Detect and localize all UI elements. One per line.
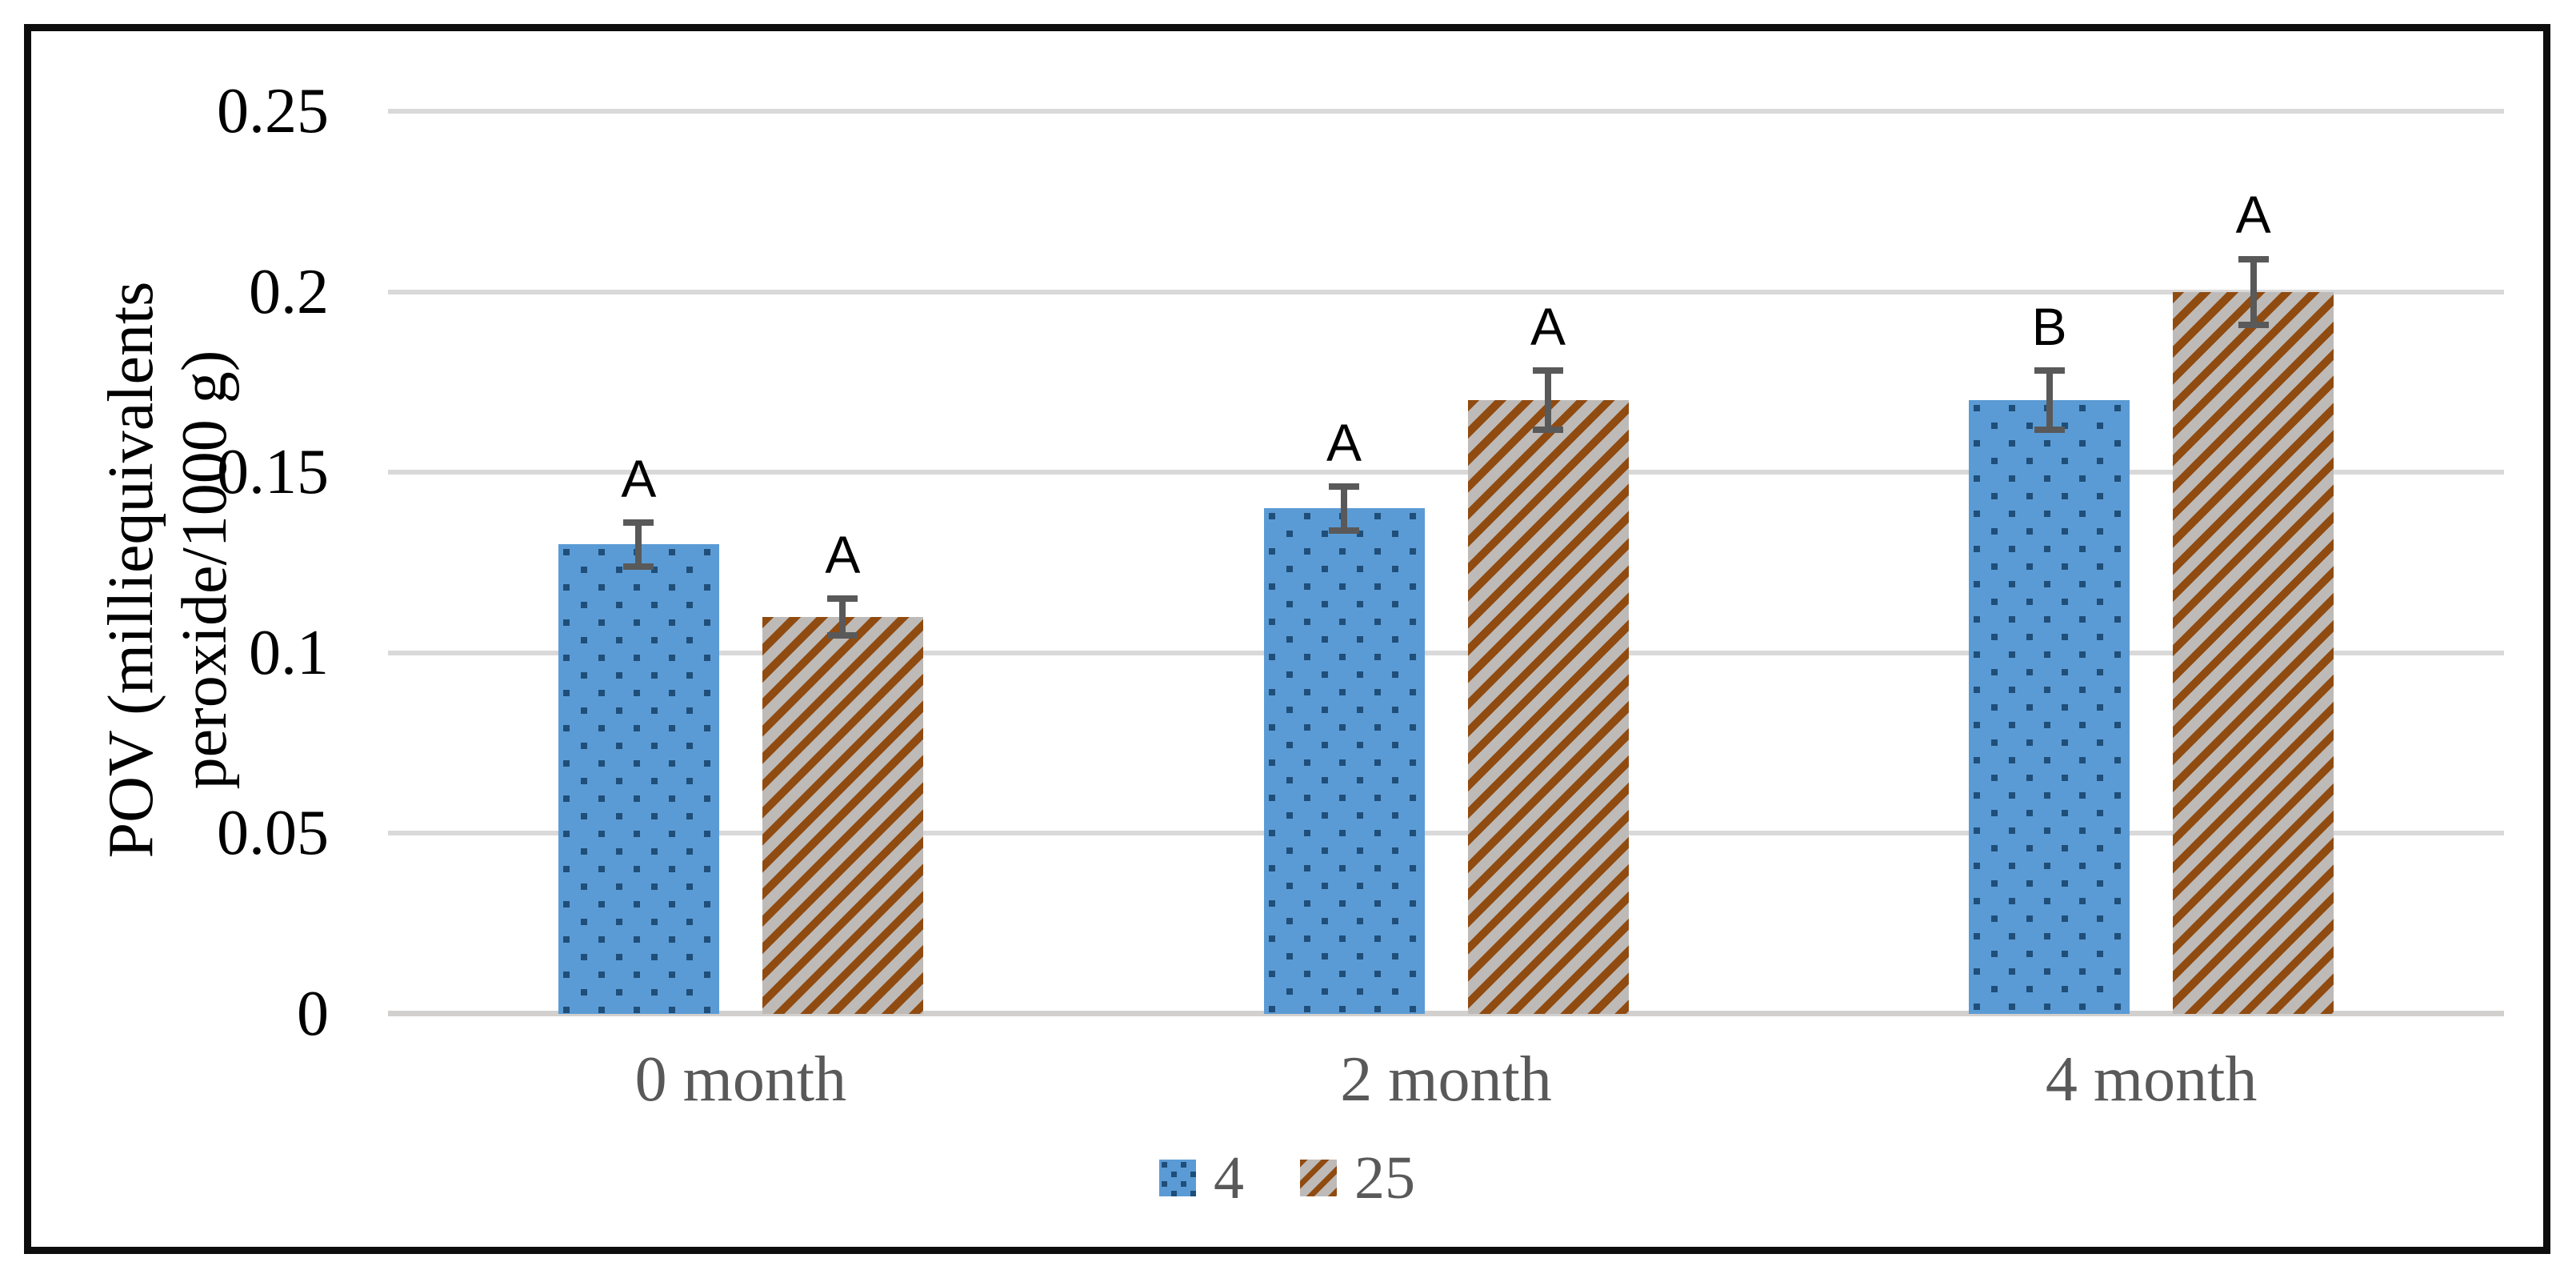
- legend: 4 25: [31, 1148, 2543, 1208]
- error-bar-stem: [1341, 483, 1347, 534]
- bar-4-4-month: [1969, 399, 2130, 1014]
- error-bar-stem: [1545, 367, 1551, 433]
- bar-25-2-month: [1467, 399, 1629, 1014]
- error-bar-stem: [839, 595, 846, 639]
- error-bar-stem: [2250, 255, 2257, 328]
- error-bar-25-0-month: [827, 595, 858, 639]
- legend-swatch-striped-icon: [1300, 1160, 1337, 1196]
- legend-item-4: 4: [1159, 1148, 1244, 1208]
- legend-item-25: 25: [1300, 1148, 1415, 1208]
- significance-letter: A: [2235, 185, 2271, 245]
- y-tick-label: 0.05: [217, 798, 329, 869]
- significance-letter: A: [1530, 297, 1566, 357]
- x-axis-label: 0 month: [634, 1044, 847, 1115]
- error-bar-4-4-month: [2034, 367, 2065, 433]
- error-bar-4-0-month: [623, 519, 654, 571]
- gridline-0: [388, 1011, 2504, 1016]
- x-axis-label: 4 month: [2045, 1044, 2258, 1115]
- error-bar-cap-bottom: [1329, 527, 1359, 534]
- y-tick-label: 0.25: [217, 76, 329, 146]
- error-bar-stem: [635, 519, 642, 571]
- y-tick-label: 0.15: [217, 437, 329, 508]
- error-bar-4-2-month: [1329, 483, 1359, 534]
- bar-4-0-month: [558, 544, 719, 1014]
- bar-25-0-month: [762, 616, 923, 1014]
- error-bar-25-4-month: [2238, 255, 2269, 328]
- legend-swatch-dotted-icon: [1159, 1160, 1196, 1196]
- error-bar-cap-bottom: [2034, 426, 2065, 433]
- error-bar-25-2-month: [1533, 367, 1563, 433]
- y-tick-label: 0.2: [249, 256, 329, 327]
- gridline-0.1: [388, 650, 2504, 655]
- significance-letter: A: [621, 448, 657, 508]
- error-bar-cap-bottom: [827, 631, 858, 639]
- y-tick-label: 0: [297, 979, 329, 1049]
- error-bar-cap-bottom: [1533, 426, 1563, 433]
- legend-label-4: 4: [1214, 1144, 1244, 1212]
- legend-label-25: 25: [1354, 1144, 1415, 1212]
- bar-4-2-month: [1263, 508, 1425, 1014]
- gridline-0.2: [388, 289, 2504, 294]
- gridline-0.15: [388, 470, 2504, 475]
- significance-letter: B: [2031, 297, 2067, 357]
- x-axis-label: 2 month: [1340, 1044, 1552, 1115]
- error-bar-cap-bottom: [2238, 321, 2269, 328]
- figure-border: POV (milliequivalents peroxide/1000 g) A…: [24, 24, 2550, 1254]
- gridline-0.25: [388, 109, 2504, 114]
- significance-letter: A: [825, 524, 861, 584]
- y-tick-label: 0.1: [249, 617, 329, 688]
- bar-25-4-month: [2173, 291, 2334, 1014]
- significance-letter: A: [1326, 412, 1362, 472]
- gridline-0.05: [388, 831, 2504, 836]
- plot-area: A A A A B A: [388, 109, 2504, 1016]
- error-bar-cap-bottom: [623, 563, 654, 571]
- error-bar-stem: [2046, 367, 2053, 433]
